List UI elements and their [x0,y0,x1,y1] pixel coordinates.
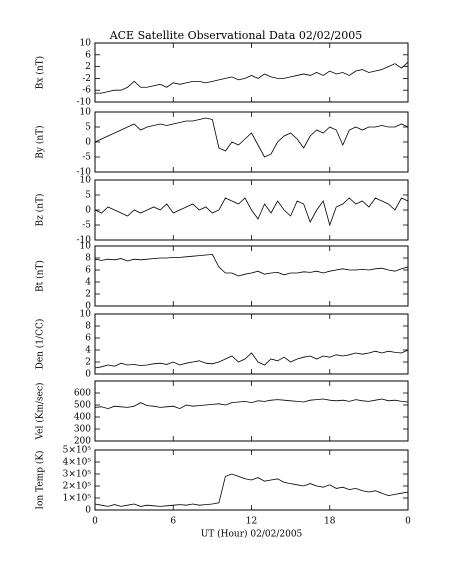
series-line [94,398,409,410]
y-tick-label: 5×10⁵ [63,446,92,456]
x-tick-label: 0 [92,517,98,527]
y-tick-label: 8 [85,322,91,332]
y-tick-label: -10 [77,236,92,246]
series-line [94,349,409,369]
y-tick-label: 2 [85,290,91,300]
y-axis-label: Bt (nT) [35,260,46,292]
y-tick-label: 300 [74,425,91,435]
y-axis-label: Bz (nT) [35,193,46,226]
series-line [95,61,409,94]
chart-title: ACE Satellite Observational Data 02/02/2… [109,29,363,42]
y-tick-label: 6 [85,266,91,276]
y-tick-label: 4×10⁵ [63,458,92,468]
y-tick-label: 6 [85,334,91,344]
panel-frame [94,313,409,375]
y-axis-label: Vel (Km/sec) [35,382,46,440]
y-tick-label: 10 [80,176,92,186]
y-tick-label: 10 [80,242,92,252]
panel-frame [94,111,409,173]
y-tick-label: 0 [85,506,91,516]
y-tick-label: 200 [74,437,91,447]
x-tick-label: 12 [246,517,257,527]
y-tick-label: -2 [82,74,91,84]
y-axis-label: Ion Temp (K) [35,450,46,509]
y-tick-label: 4 [85,278,91,288]
x-tick-label: 18 [324,517,336,527]
series-line [94,197,409,227]
y-tick-label: 8 [85,254,91,264]
series-line [94,253,409,277]
y-axis-label: By (nT) [35,125,46,158]
y-tick-label: 2 [85,62,91,72]
panel-frame [94,380,409,442]
y-tick-label: 3×10⁵ [63,470,92,480]
y-tick-label: 10 [80,310,92,320]
panel-frame [94,245,409,307]
y-tick-label: 6 [85,50,91,60]
y-tick-label: -5 [82,221,91,231]
y-axis-label: Bx (nT) [35,56,46,89]
y-tick-label: 600 [74,389,91,399]
y-tick-label: 4 [85,346,91,356]
y-tick-label: -5 [82,153,91,163]
y-tick-label: 1×10⁵ [63,494,92,504]
series-line [94,473,409,507]
y-axis-label: Den (1/CC) [35,319,46,370]
x-tick-label: 6 [170,517,176,527]
y-tick-label: -10 [77,168,92,178]
y-tick-label: 400 [74,413,91,423]
y-tick-label: 500 [74,401,91,411]
y-tick-label: -6 [82,86,91,96]
y-tick-label: 10 [80,39,92,49]
panel-frame [94,42,409,103]
y-tick-label: 2×10⁵ [63,482,92,492]
y-tick-label: 0 [85,302,91,312]
y-tick-label: 2 [85,358,91,368]
y-tick-label: -10 [77,98,92,108]
series-line [94,117,409,158]
y-tick-label: 5 [85,123,91,133]
x-axis-label: UT (Hour) 02/02/2005 [201,529,303,540]
y-tick-label: 0 [85,206,91,216]
x-tick-label: 0 [405,517,411,527]
y-tick-label: 0 [85,370,91,380]
y-tick-label: 5 [85,191,91,201]
y-tick-label: 10 [80,108,92,118]
y-tick-label: 0 [85,138,91,148]
